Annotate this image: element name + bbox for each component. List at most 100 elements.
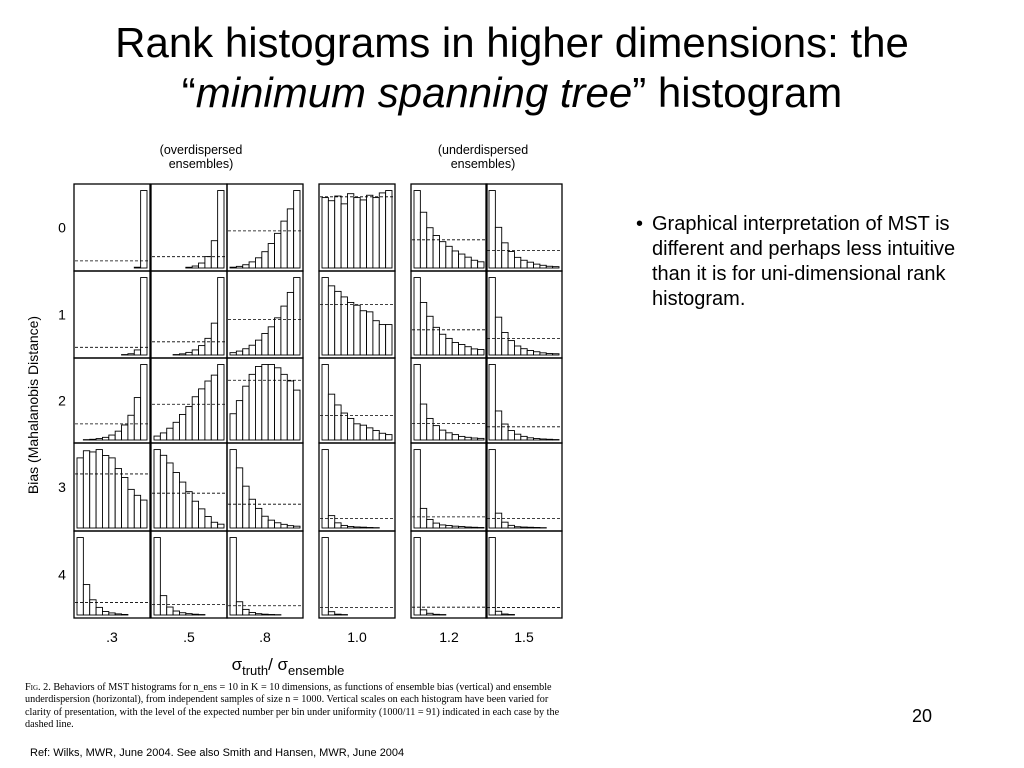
histogram-bar — [248, 612, 256, 616]
underdispersed-label-1: (underdispersed — [438, 143, 528, 157]
histogram-bar — [445, 245, 453, 269]
histogram-bar — [366, 527, 374, 529]
histogram-bar — [334, 522, 342, 529]
histogram-bar — [372, 320, 380, 356]
histogram-bar — [514, 433, 522, 441]
histogram-bar — [533, 438, 541, 441]
histogram-bar — [366, 427, 374, 441]
histogram-bar — [179, 612, 187, 616]
histogram-bar — [321, 537, 329, 616]
histogram-bar — [95, 438, 103, 441]
underdispersed-label-2: ensembles) — [451, 157, 516, 171]
histogram-bar — [347, 301, 355, 356]
histogram-bar — [501, 613, 509, 616]
overdispersed-label-2: ensembles) — [169, 157, 234, 171]
histogram-bar — [488, 190, 496, 269]
histogram-bar — [185, 351, 193, 356]
histogram-bar — [217, 364, 225, 441]
histogram-bar — [327, 285, 336, 356]
histogram-bar — [488, 449, 496, 529]
histogram-bar — [261, 251, 269, 269]
caption-text: Behaviors of MST histograms for n_ens = … — [25, 682, 560, 731]
histogram-bar — [439, 333, 447, 356]
histogram-bar — [539, 438, 547, 441]
histogram-bar — [293, 277, 301, 356]
histogram-bar — [419, 507, 428, 529]
histogram-bar — [76, 457, 84, 529]
histogram-bar — [140, 364, 148, 441]
histogram-bar — [210, 374, 219, 441]
histogram-bar — [552, 353, 560, 356]
histogram-panel-frame — [318, 530, 396, 619]
histogram-bar — [372, 430, 380, 441]
histogram-bar — [191, 396, 199, 441]
histogram-bar — [347, 193, 355, 269]
histogram-bar — [82, 584, 91, 616]
x-axis-sub-1: truth — [242, 663, 268, 678]
histogram-bar — [327, 611, 336, 616]
histogram-bar — [327, 393, 336, 441]
histogram-bar — [451, 434, 459, 441]
histogram-bar — [526, 350, 534, 356]
x-axis-slash: / — [268, 655, 277, 674]
histogram-bar — [76, 537, 84, 616]
y-axis-label: Bias (Mahalanobis Distance) — [25, 316, 41, 494]
histogram-bar — [210, 521, 219, 529]
title-line-1: Rank histograms in higher dimensions: th… — [115, 19, 909, 66]
histogram-bar — [494, 316, 503, 356]
histogram-bar — [545, 353, 554, 356]
histogram-bar — [255, 507, 263, 529]
histogram-bar — [507, 430, 515, 441]
histogram-bar — [242, 348, 250, 356]
histogram-bar — [267, 614, 275, 616]
histogram-bar — [545, 265, 554, 269]
histogram-bar — [108, 457, 116, 529]
row-tick-label: 2 — [58, 393, 66, 409]
histogram-bar — [261, 515, 269, 529]
histogram-bar — [127, 414, 135, 441]
histogram-bar — [255, 613, 263, 616]
histogram-panel-frame — [410, 530, 488, 619]
histogram-bar — [89, 438, 97, 441]
histogram-bar — [539, 264, 547, 269]
histogram-bar — [501, 521, 509, 529]
histogram-bar — [432, 425, 440, 441]
column-tick-label: 1.5 — [514, 629, 534, 645]
histogram-bar — [217, 523, 225, 529]
histogram-bar — [552, 266, 560, 269]
histogram-bar — [210, 240, 219, 269]
histogram-bar — [334, 404, 342, 441]
histogram-bar — [255, 257, 263, 269]
row-tick-label: 3 — [58, 479, 66, 495]
histogram-bar — [114, 430, 122, 441]
histogram-bar — [439, 241, 447, 269]
histogram-bar — [172, 421, 180, 441]
histogram-bar — [413, 190, 421, 269]
histogram-bar — [293, 389, 301, 441]
histogram-bar — [229, 537, 237, 616]
histogram-bar — [359, 424, 367, 441]
histogram-bar — [526, 261, 534, 269]
histogram-bar — [102, 611, 110, 616]
histogram-bar — [321, 364, 329, 441]
histogram-bar — [153, 435, 161, 441]
histogram-bar — [267, 243, 275, 269]
caption-fig-label: Fig. 2. — [25, 682, 51, 693]
title-italic: minimum spanning tree — [195, 69, 633, 116]
histogram-bar — [458, 526, 466, 529]
histogram-bar — [179, 413, 187, 441]
histogram-bar — [293, 525, 301, 529]
column-tick-label: .8 — [259, 629, 271, 645]
histogram-bar — [261, 364, 269, 441]
histogram-bar — [470, 526, 479, 529]
histogram-bar — [127, 488, 135, 529]
overdispersed-label-1: (overdispersed — [160, 143, 243, 157]
histogram-bar — [458, 253, 466, 269]
histogram-bar — [267, 326, 275, 356]
histogram-bar — [286, 380, 295, 441]
histogram-bar — [494, 410, 503, 441]
histogram-bar — [359, 199, 367, 269]
histogram-bar — [426, 315, 434, 356]
title-open-quote: “ — [181, 69, 196, 116]
histogram-bar — [217, 277, 225, 356]
